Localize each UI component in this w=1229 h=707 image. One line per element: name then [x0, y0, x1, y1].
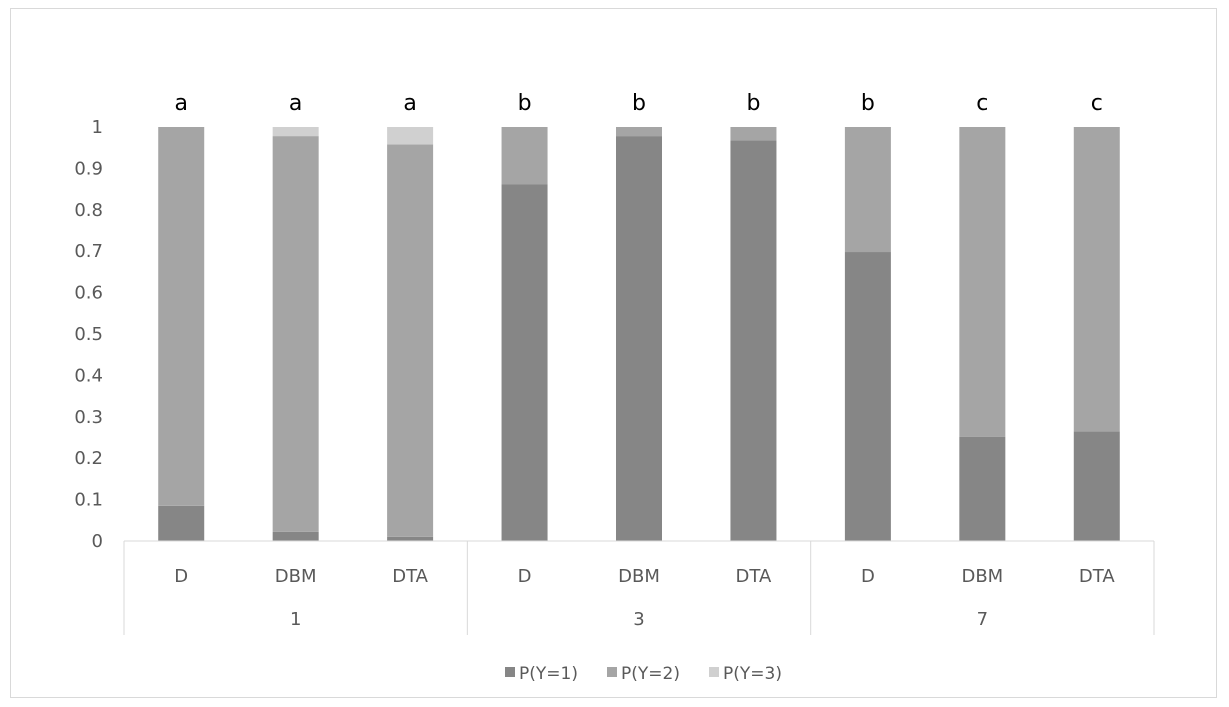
y-tick-label: 1 — [92, 117, 103, 138]
y-tick-label: 0.8 — [74, 200, 103, 221]
bar-segment — [387, 144, 434, 537]
significance-letter: a — [289, 91, 302, 116]
y-tick-label: 0.7 — [74, 241, 103, 262]
category-label: DTA — [736, 566, 772, 587]
y-tick-label: 0.3 — [74, 407, 103, 428]
legend-label: P(Y=1) — [519, 664, 578, 684]
legend-swatch — [505, 667, 515, 677]
category-label: D — [518, 566, 532, 587]
bar-segment — [272, 127, 319, 137]
bar-segment — [959, 436, 1006, 541]
significance-letter: b — [861, 91, 875, 116]
bar-segment — [616, 136, 662, 541]
group-label: 7 — [977, 609, 988, 630]
legend-label: P(Y=3) — [723, 664, 782, 684]
bar-segment — [959, 127, 1006, 437]
significance-letter: b — [518, 91, 532, 116]
category-label: DTA — [392, 566, 428, 587]
bar-segment — [844, 127, 891, 253]
bar-segment — [272, 531, 319, 541]
bar-segment — [730, 140, 777, 542]
bar-segment — [501, 127, 548, 185]
bar-segment — [616, 127, 662, 137]
bar-segment — [1073, 431, 1120, 541]
category-label: DTA — [1079, 566, 1115, 587]
category-label: DBM — [961, 566, 1003, 587]
y-tick-label: 0 — [92, 531, 103, 552]
bar-segment — [730, 127, 777, 141]
legend-label: P(Y=2) — [621, 664, 680, 684]
category-label: D — [174, 566, 188, 587]
category-label: DBM — [618, 566, 660, 587]
bar-segment — [1073, 127, 1120, 432]
chart-frame — [10, 8, 1217, 698]
y-tick-label: 0.2 — [74, 448, 103, 469]
bar-segment — [158, 127, 205, 506]
y-tick-label: 0.6 — [74, 283, 103, 304]
significance-letter: c — [976, 91, 988, 116]
significance-letter: b — [746, 91, 760, 116]
bar-segment — [501, 184, 548, 541]
bar-segment — [272, 136, 319, 532]
significance-letter: a — [403, 91, 416, 116]
bar-segment — [844, 252, 891, 541]
group-label: 3 — [633, 609, 644, 630]
category-label: DBM — [275, 566, 317, 587]
significance-letter: a — [174, 91, 187, 116]
y-tick-label: 0.5 — [74, 324, 103, 345]
bar-segment — [387, 536, 434, 541]
bar-segment — [387, 127, 434, 145]
bar-segment — [158, 505, 205, 541]
y-tick-label: 0.1 — [74, 490, 103, 511]
category-label: D — [861, 566, 875, 587]
y-tick-label: 0.4 — [74, 365, 103, 386]
group-label: 1 — [290, 609, 301, 630]
legend-swatch — [607, 667, 617, 677]
significance-letter: c — [1091, 91, 1103, 116]
y-tick-label: 0.9 — [74, 158, 103, 179]
legend-swatch — [709, 667, 719, 677]
significance-letter: b — [632, 91, 646, 116]
